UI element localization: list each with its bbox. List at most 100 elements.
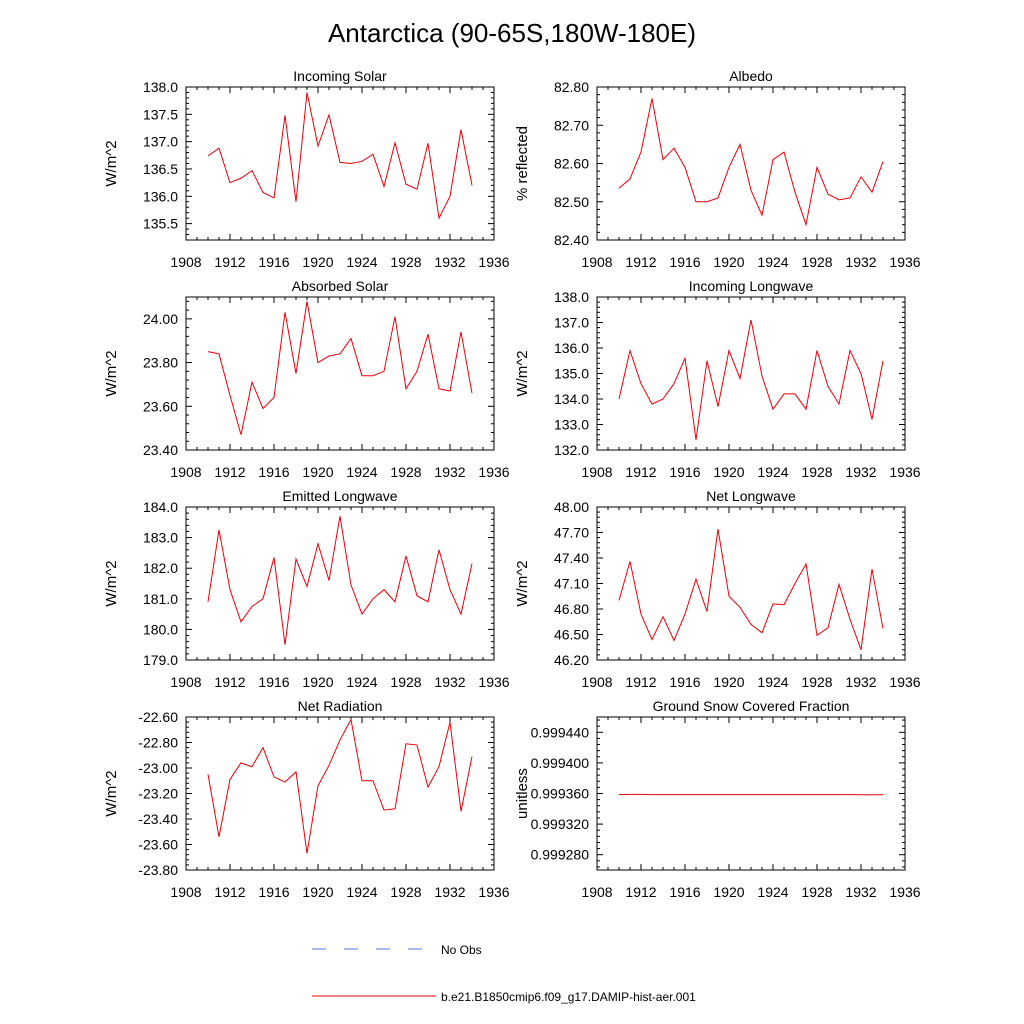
x-tick-label: 1928 (390, 254, 421, 270)
x-tick-label: 1932 (845, 254, 876, 270)
x-tick-label: 1920 (302, 674, 333, 690)
x-tick-label: 1912 (625, 254, 656, 270)
x-tick-label: 1924 (346, 254, 377, 270)
x-tick-label: 1928 (390, 464, 421, 480)
y-tick-label: 137.5 (143, 106, 178, 122)
x-tick-label: 1912 (214, 884, 245, 900)
y-tick-label: -23.60 (138, 837, 178, 853)
x-tick-label: 1912 (214, 254, 245, 270)
x-tick-label: 1924 (346, 464, 377, 480)
panel-3: Absorbed Solar W/m^2 1908 1912 1916 1920 1924 1… (103, 278, 510, 480)
x-tick-label: 1936 (478, 884, 509, 900)
y-axis-label: W/m^2 (103, 770, 120, 816)
y-tick-label: 48.00 (554, 499, 589, 515)
x-tick-label: 1924 (757, 254, 788, 270)
y-tick-label: 135.0 (554, 366, 589, 382)
series-line (207, 92, 473, 220)
x-tick-label: 1924 (346, 884, 377, 900)
y-tick-label: 183.0 (143, 530, 178, 546)
y-axis-label: unitless (514, 768, 531, 819)
x-tick-label: 1920 (713, 674, 744, 690)
panel-title: Absorbed Solar (292, 278, 389, 294)
x-tick-label: 1912 (625, 884, 656, 900)
x-tick-label: 1908 (170, 254, 201, 270)
y-tick-label: 0.999400 (531, 755, 590, 771)
x-tick-label: 1920 (713, 464, 744, 480)
panel-title: Net Radiation (298, 698, 383, 714)
y-tick-label: 138.0 (143, 79, 178, 95)
x-tick-label: 1916 (669, 464, 700, 480)
legend-label: b.e21.B1850cmip6.f09_g17.DAMIP-hist-aer.… (441, 990, 696, 1004)
x-tick-label: 1928 (801, 674, 832, 690)
panel-title: Albedo (729, 68, 773, 84)
x-tick-label: 1916 (669, 674, 700, 690)
legend-entry: No Obs (312, 943, 482, 957)
y-tick-label: 134.0 (554, 391, 589, 407)
y-tick-label: 0.999360 (531, 786, 590, 802)
x-tick-label: 1908 (170, 884, 201, 900)
y-axis-label: W/m^2 (103, 560, 120, 606)
y-tick-label: 133.0 (554, 417, 589, 433)
y-tick-label: 136.5 (143, 161, 178, 177)
x-tick-label: 1916 (258, 884, 289, 900)
legend-entry: b.e21.B1850cmip6.f09_g17.DAMIP-hist-aer.… (312, 990, 696, 1004)
panel-5: Emitted Longwave W/m^2 1908 1912 1916 1920 192… (103, 488, 510, 690)
y-tick-label: 47.70 (554, 525, 589, 541)
x-tick-label: 1936 (478, 674, 509, 690)
y-tick-label: 82.50 (554, 194, 589, 210)
y-tick-label: 46.20 (554, 652, 589, 668)
panel-8: Ground Snow Covered Fraction unitless 1908… (514, 698, 921, 900)
y-tick-label: 136.0 (143, 188, 178, 204)
plot-frame (596, 86, 906, 241)
y-tick-label: -22.60 (138, 709, 178, 725)
y-tick-label: 135.5 (143, 216, 178, 232)
y-tick-label: 182.0 (143, 560, 178, 576)
x-tick-label: 1912 (214, 674, 245, 690)
x-tick-label: 1936 (889, 464, 920, 480)
panel-title: Emitted Longwave (282, 488, 397, 504)
x-tick-label: 1932 (845, 464, 876, 480)
x-tick-label: 1920 (302, 464, 333, 480)
y-tick-label: 184.0 (143, 499, 178, 515)
panel-title: Incoming Longwave (689, 278, 814, 294)
y-tick-label: 137.0 (143, 134, 178, 150)
x-tick-label: 1936 (478, 464, 509, 480)
panel-4: Incoming Longwave W/m^2 1908 1912 1916 1920 19… (514, 278, 921, 480)
x-tick-label: 1936 (889, 674, 920, 690)
x-tick-label: 1932 (434, 254, 465, 270)
x-tick-label: 1924 (346, 674, 377, 690)
x-tick-label: 1924 (757, 674, 788, 690)
legend-label: No Obs (441, 943, 482, 957)
x-tick-label: 1932 (434, 884, 465, 900)
x-tick-label: 1936 (889, 254, 920, 270)
x-tick-label: 1916 (258, 464, 289, 480)
x-tick-label: 1932 (845, 674, 876, 690)
x-tick-label: 1916 (258, 674, 289, 690)
y-tick-label: -23.00 (138, 760, 178, 776)
panel-7: Net Radiation W/m^2 1908 1912 1916 1920 1924 19… (103, 698, 510, 900)
series-line (618, 98, 884, 227)
y-tick-label: 47.10 (554, 576, 589, 592)
panel-2: Albedo % reflected 1908 1912 1916 1920 1924 192… (514, 68, 921, 270)
y-tick-label: 179.0 (143, 652, 178, 668)
x-tick-label: 1916 (669, 254, 700, 270)
y-tick-label: 46.80 (554, 601, 589, 617)
x-tick-label: 1928 (801, 254, 832, 270)
panel-title: Incoming Solar (293, 68, 387, 84)
x-tick-label: 1908 (581, 674, 612, 690)
y-tick-label: 137.0 (554, 315, 589, 331)
x-tick-label: 1920 (713, 254, 744, 270)
y-tick-label: 82.80 (554, 79, 589, 95)
y-tick-label: -23.20 (138, 786, 178, 802)
y-tick-label: 138.0 (554, 289, 589, 305)
y-tick-label: 23.60 (143, 398, 178, 414)
y-axis-label: W/m^2 (514, 350, 531, 396)
plot-frame (185, 296, 495, 451)
y-tick-label: -23.80 (138, 862, 178, 878)
series-line (207, 301, 473, 435)
y-tick-label: 23.40 (143, 442, 178, 458)
y-tick-label: -22.80 (138, 735, 178, 751)
y-tick-label: 24.00 (143, 311, 178, 327)
x-tick-label: 1932 (434, 674, 465, 690)
